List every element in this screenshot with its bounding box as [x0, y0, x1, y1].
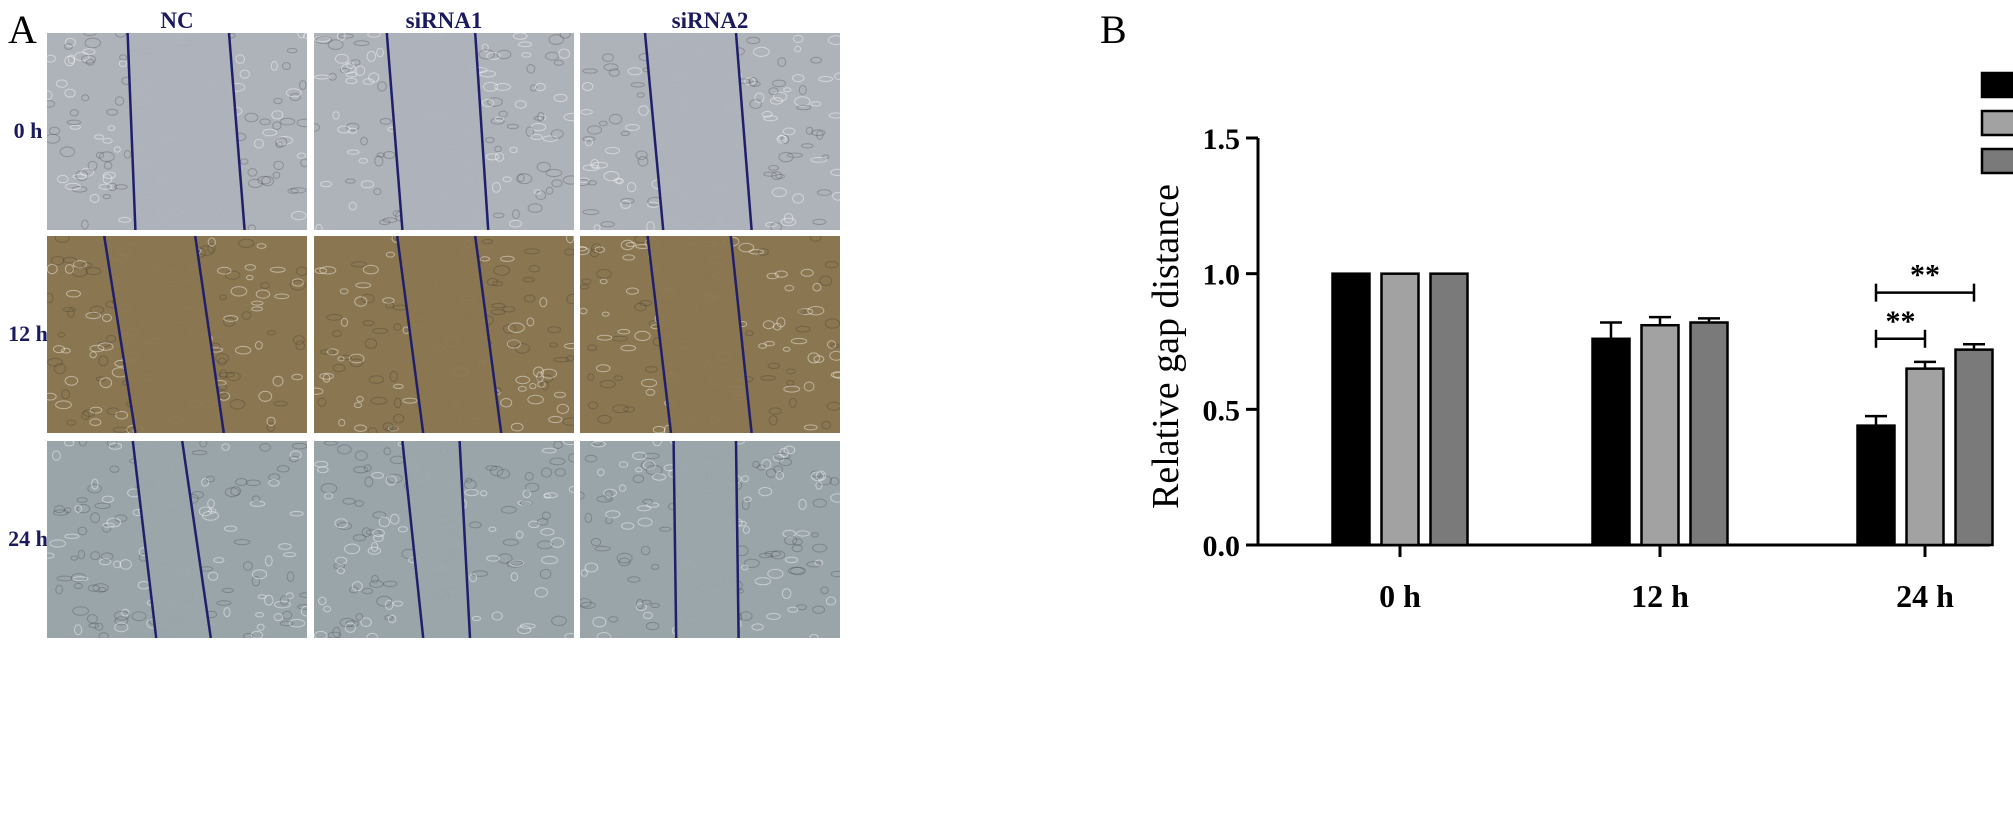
y-tick-label-1: 0.5: [1203, 394, 1241, 427]
column-label-2: siRNA2: [671, 8, 749, 33]
micrograph-0h-NC: [47, 33, 307, 230]
column-label-0: NC: [160, 8, 194, 33]
bar-siRNA1-2: [1905, 367, 1945, 547]
panel-b-label: B: [1100, 7, 1127, 52]
y-tick-label-0: 0.0: [1203, 530, 1241, 563]
row-label-0: 0 h: [13, 117, 43, 143]
bar-siRNA1-1: [1640, 323, 1680, 547]
bar-NC-1: [1591, 337, 1631, 547]
micrograph-0h-siRNA2: [580, 33, 840, 230]
bar-siRNA1-0: [1380, 272, 1420, 547]
legend-swatch-siRNA1: [1980, 109, 2013, 137]
micrograph-24h-NC: [47, 441, 307, 638]
x-tick-label-2: 24 h: [1896, 578, 1954, 614]
bar-siRNA2-2: [1954, 348, 1994, 547]
bar-siRNA2-0: [1429, 272, 1469, 547]
legend-swatch-siRNA2: [1980, 147, 2013, 175]
micrograph-24h-siRNA2: [580, 441, 840, 638]
panel-a-label: A: [8, 7, 37, 52]
sig-label-1: **: [1910, 259, 1940, 292]
row-label-2: 24 h: [8, 525, 48, 551]
y-tick-label-3: 1.5: [1203, 123, 1241, 156]
row-label-1: 12 h: [8, 320, 48, 346]
x-tick-label-0: 0 h: [1379, 578, 1421, 614]
micrograph-0h-siRNA1: [314, 33, 574, 230]
bar-NC-2: [1856, 424, 1896, 547]
micrograph-12h-siRNA1: [314, 236, 574, 433]
legend-swatch-NC: [1980, 71, 2013, 99]
y-tick-label-2: 1.0: [1203, 259, 1241, 292]
sig-label-0: **: [1886, 305, 1916, 338]
bar-siRNA2-1: [1689, 321, 1729, 547]
micrograph-24h-siRNA1: [314, 441, 574, 638]
micrograph-12h-siRNA2: [580, 236, 840, 433]
bar-NC-0: [1331, 272, 1371, 547]
bar-chart: 0.0 0.5 1.0 1.5 Relative gap distance 0 h 12 h…: [1060, 0, 2013, 835]
x-tick-label-1: 12 h: [1631, 578, 1689, 614]
micrograph-12h-NC: [47, 236, 307, 433]
y-axis-label: Relative gap distance: [1145, 184, 1187, 509]
column-label-1: siRNA1: [405, 8, 483, 33]
